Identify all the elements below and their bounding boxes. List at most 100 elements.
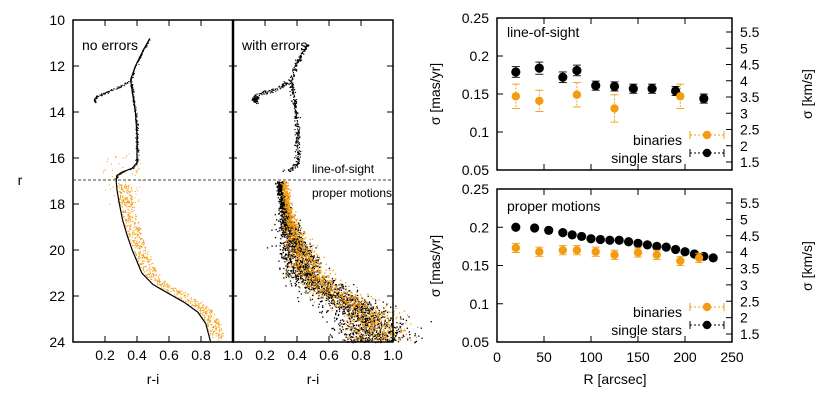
- binary-point: [138, 221, 140, 223]
- single-star-point: [137, 130, 139, 132]
- binary-point: [129, 201, 131, 203]
- binary-point: [200, 308, 202, 310]
- single-star-point-err: [380, 327, 382, 329]
- binary-point-err: [385, 332, 388, 334]
- binary-point: [127, 224, 129, 226]
- single-star-point-err: [281, 215, 283, 217]
- single-star-point-err: [309, 299, 312, 301]
- binary-point-err: [363, 335, 365, 337]
- single-star-point-err: [321, 276, 324, 279]
- binary-point: [216, 322, 219, 324]
- hb-star-point: [95, 97, 97, 99]
- single-star-point-err: [328, 294, 330, 296]
- hb-star-point: [94, 98, 96, 100]
- single-star-point-err: [356, 308, 358, 310]
- binary-point: [153, 274, 155, 276]
- single-star-point-err: [310, 260, 312, 262]
- single-star-point-err: [340, 307, 342, 309]
- binary-point: [126, 191, 128, 193]
- single-star-point-err: [293, 247, 296, 249]
- binary-point-err: [375, 311, 377, 314]
- binary-point: [119, 191, 122, 193]
- single-star-point-err: [283, 248, 285, 250]
- single-star-point-err: [291, 226, 294, 228]
- single-star-point-err: [383, 307, 385, 309]
- binary-point: [134, 218, 136, 220]
- binary-point-err: [347, 315, 349, 318]
- binary-point-err: [384, 333, 386, 335]
- binary-point-err: [375, 335, 377, 338]
- binary-point-err: [323, 283, 325, 285]
- binary-point-err: [347, 337, 349, 339]
- single-star-point-err: [352, 298, 354, 300]
- single-star-point: [137, 124, 139, 126]
- single-star-point-err: [322, 306, 324, 309]
- binary-point-err: [284, 198, 287, 200]
- single-star-point-err: [316, 277, 318, 280]
- binary-point: [128, 153, 130, 155]
- single-star-point-err: [328, 267, 331, 269]
- binary-point: [124, 197, 126, 200]
- single-star-point-err: [361, 308, 363, 311]
- binary-point: [125, 219, 127, 221]
- binary-point-err: [316, 283, 318, 285]
- single-star-point-err: [290, 233, 292, 235]
- single-star-point: [132, 76, 134, 78]
- single-star-point-err: [300, 293, 303, 295]
- binary-point-err: [372, 298, 374, 300]
- binary-point: [127, 212, 129, 214]
- binary-point-err: [287, 203, 289, 205]
- binary-point: [172, 289, 174, 291]
- single-star-point: [131, 77, 133, 79]
- single-star-point-err: [311, 298, 314, 301]
- binary-point: [213, 314, 216, 316]
- binary-point: [125, 222, 127, 224]
- single-star-point-err: [312, 255, 315, 258]
- single-star-point-err: [274, 223, 276, 226]
- binary-point-err: [285, 194, 288, 196]
- binary-point-err: [291, 229, 293, 231]
- single-star-point-err: [384, 322, 386, 324]
- binary-point-err: [299, 255, 301, 257]
- single-star-point-err: [393, 339, 395, 341]
- single-star-point-err: [376, 318, 379, 320]
- binary-point-err: [312, 244, 315, 246]
- single-star-point-err: [281, 187, 283, 189]
- single-star-point-err: [274, 213, 276, 216]
- binary-point-err: [286, 239, 289, 241]
- binary-point-err: [384, 335, 386, 338]
- single-star-point-err: [329, 304, 331, 307]
- single-star-point-err: [331, 289, 333, 291]
- binary-point: [174, 293, 176, 295]
- binary-point-err: [311, 264, 314, 267]
- single-star-point-err: [279, 189, 281, 191]
- single-star-point-err: [336, 293, 338, 295]
- binary-point: [139, 239, 142, 241]
- binary-point-err: [362, 331, 364, 333]
- binary-point-err: [299, 275, 301, 277]
- binary-point-err: [293, 276, 296, 278]
- single-star-point-err: [290, 263, 293, 265]
- single-star-point-err: [330, 283, 332, 285]
- binary-point: [143, 260, 145, 262]
- binary-point: [155, 269, 157, 271]
- binary-point: [186, 299, 188, 301]
- binary-point-err: [289, 215, 291, 217]
- single-star-point-err: [358, 305, 361, 308]
- single-star-point-err: [367, 309, 369, 312]
- single-star-point-err: [302, 265, 305, 267]
- binary-point: [204, 312, 207, 314]
- single-star-point-err: [348, 311, 350, 313]
- single-star-point-err: [282, 272, 284, 275]
- binary-point-err: [286, 192, 288, 194]
- binary-point-err: [362, 339, 364, 341]
- binary-point-err: [286, 196, 289, 198]
- hb-star-point: [121, 84, 123, 86]
- single-star-point-err: [280, 187, 282, 189]
- single-star-point-err: [306, 274, 308, 276]
- binary-point: [128, 221, 130, 223]
- binary-point-err: [310, 281, 313, 283]
- binary-point-err: [283, 227, 286, 229]
- single-star-point-err: [335, 318, 338, 321]
- binary-point-err: [294, 257, 297, 259]
